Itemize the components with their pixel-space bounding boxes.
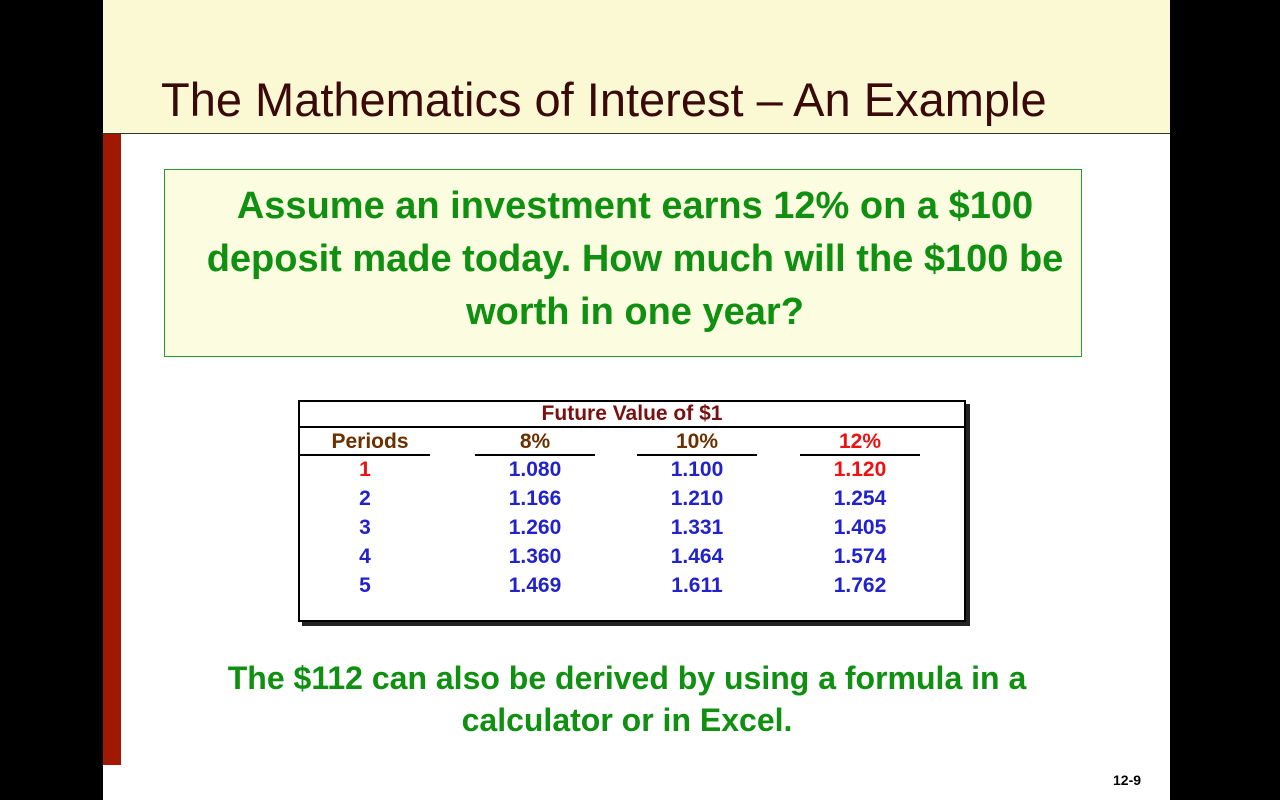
table-cell: 5 [359, 574, 371, 597]
accent-bar [103, 134, 121, 765]
table-cell: 1.254 [833, 487, 887, 510]
table-cell: 1.360 [508, 545, 562, 568]
question-text: Assume an investment earns 12% on a $100… [206, 185, 1064, 333]
slide: The Mathematics of Interest – An Example… [103, 0, 1170, 800]
table-cell: 1 [359, 458, 371, 481]
table-cell: 1.762 [833, 574, 887, 597]
table-cell: 4 [359, 545, 371, 568]
table-cell: 3 [359, 516, 371, 539]
table-cell: 1.469 [508, 574, 562, 597]
table-cell: 2 [359, 487, 371, 510]
page-number: 12-9 [1113, 772, 1142, 788]
slide-header: The Mathematics of Interest – An Example [103, 0, 1170, 134]
table-cell: 1.100 [670, 458, 724, 481]
table-cell: 1.260 [508, 516, 562, 539]
table-title: Future Value of $1 [300, 402, 964, 428]
table-cell: 1.120 [833, 458, 887, 481]
table-cell: 1.331 [670, 516, 724, 539]
header-underline [300, 454, 430, 456]
table-cell: 1.166 [508, 487, 562, 510]
column-header: 10% [675, 430, 719, 453]
future-value-table: Future Value of $1 Periods 8% 10% 12% 1 1.080… [298, 400, 966, 622]
table-cell: 1.210 [670, 487, 724, 510]
table-cell: 1.574 [833, 545, 887, 568]
table-cell: 1.611 [671, 574, 723, 597]
header-underline [637, 454, 757, 456]
table-cell: 1.080 [508, 458, 562, 481]
header-underline [475, 454, 595, 456]
table-cell: 1.464 [670, 545, 724, 568]
table-cell: 1.405 [833, 516, 887, 539]
header-underline [800, 454, 920, 456]
slide-title: The Mathematics of Interest – An Example [161, 73, 1047, 126]
column-header: 12% [838, 430, 882, 453]
footer-text: The $112 can also be derived by using a … [227, 660, 1027, 738]
question-box: Assume an investment earns 12% on a $100… [164, 169, 1082, 357]
column-header: Periods [331, 430, 409, 453]
column-header: 8% [519, 430, 551, 453]
